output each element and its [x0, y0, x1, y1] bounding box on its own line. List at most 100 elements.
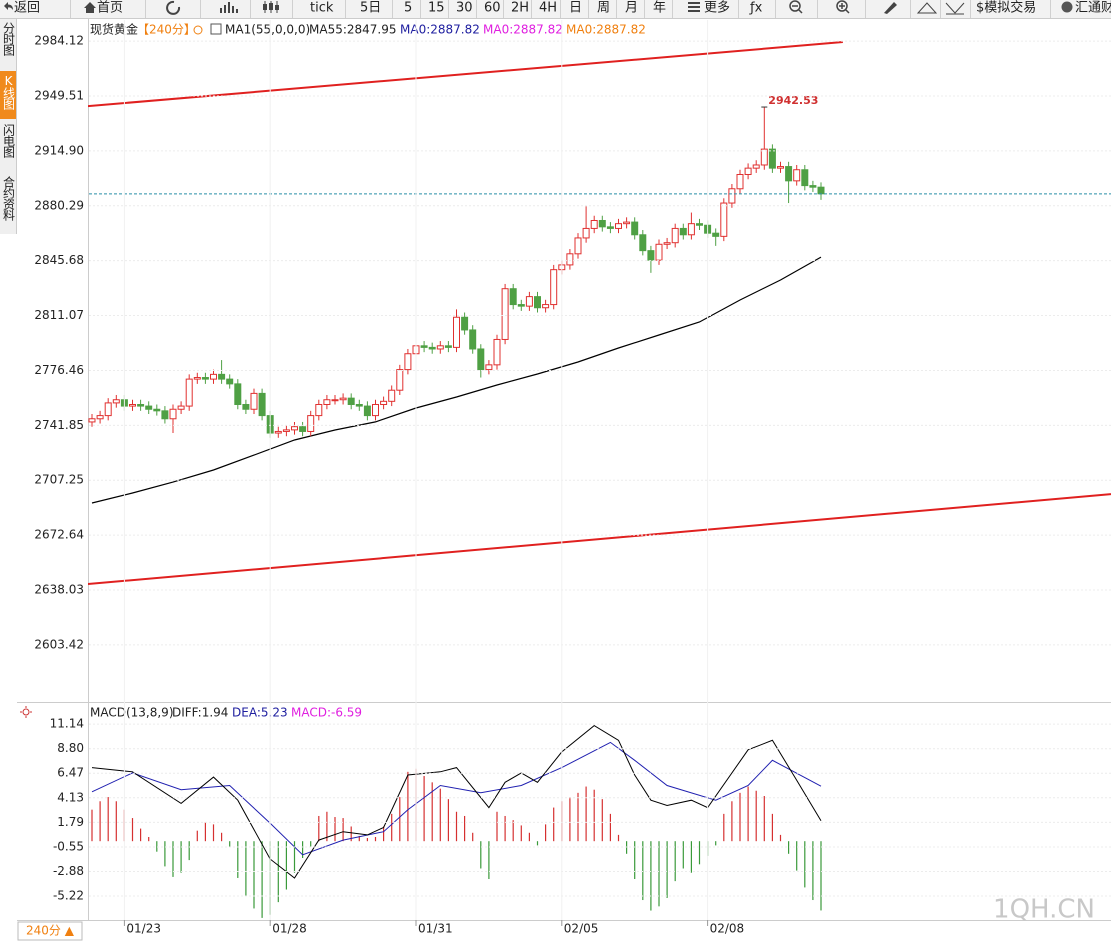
sidebar-tab[interactable]: 合约资料	[2, 175, 16, 221]
candle-body	[574, 237, 582, 255]
legend-entry: MA0:2887.82	[483, 23, 563, 37]
watermark: 1QH.CN	[993, 895, 1095, 925]
candle-body	[315, 403, 323, 417]
x-tick-label: 01/23	[126, 922, 161, 936]
candle-body	[396, 369, 404, 391]
candle-body	[226, 378, 234, 385]
toolbar-button[interactable]: 5日	[360, 1, 381, 16]
y-tick-label: 11.14	[50, 717, 84, 731]
toolbar-button[interactable]: 4H	[539, 1, 557, 16]
candle-body	[420, 345, 428, 348]
toolbar-button[interactable]: 60	[484, 1, 501, 16]
candle-body	[809, 185, 817, 188]
candle-body	[234, 383, 242, 405]
toolbar-button[interactable]: 2H	[511, 1, 529, 16]
candle-body	[720, 202, 728, 237]
brand-icon	[1061, 1, 1073, 13]
candle-body	[687, 223, 695, 236]
back-icon	[4, 2, 13, 10]
candle-body	[388, 389, 396, 402]
candle-body	[177, 405, 185, 410]
candle-body	[623, 221, 631, 225]
candle-body	[655, 243, 663, 261]
candle-body	[461, 316, 469, 331]
toolbar-button[interactable]: 月	[625, 1, 638, 16]
candle-body	[355, 403, 363, 407]
pen-icon	[884, 2, 897, 14]
period-tab-label[interactable]: 240分 ▲	[26, 924, 75, 938]
indicator-icon	[22, 708, 30, 716]
zoom-in-icon	[836, 0, 848, 12]
candle-body	[153, 408, 161, 412]
indicator-icon	[20, 706, 32, 718]
candle-body	[534, 296, 541, 309]
candle-body	[274, 430, 282, 434]
ma-line	[91, 256, 822, 504]
toolbar	[0, 0, 1111, 18]
sidebar-tab[interactable]: 闪电图	[2, 124, 16, 158]
candle-body	[671, 227, 679, 244]
legend-entry: MA55:2847.95	[309, 23, 397, 37]
candle-icon	[275, 5, 279, 10]
toolbar-button[interactable]: 周	[597, 1, 610, 16]
y-tick-label: -2.88	[53, 864, 84, 878]
shape-icon	[916, 2, 938, 14]
x-tick-label: 01/31	[418, 922, 453, 936]
candle-body	[542, 304, 550, 309]
candle-body	[104, 402, 112, 417]
toolbar-button[interactable]: 15	[428, 1, 445, 16]
candle-body	[363, 405, 371, 417]
candle-body	[242, 403, 250, 410]
y-tick-label: 2811.07	[34, 308, 84, 322]
sidebar-tab[interactable]: 分时图	[2, 22, 16, 56]
candle-body	[606, 226, 614, 229]
trend-line	[88, 41, 843, 108]
toolbar-button[interactable]: 更多	[704, 0, 730, 16]
candle-body	[145, 405, 153, 410]
zoom-out-icon	[789, 0, 801, 12]
candle-body	[550, 269, 558, 306]
toolbar-button[interactable]: 年	[653, 1, 666, 16]
y-tick-label: 2638.03	[34, 583, 84, 597]
period-tab[interactable]	[17, 921, 83, 941]
candle-body	[88, 418, 96, 423]
candle-body	[193, 377, 201, 380]
zoom-in-icon	[839, 3, 850, 14]
toolbar-button[interactable]: 5	[404, 1, 412, 16]
candle-body	[801, 169, 809, 187]
y-tick-label: 2672.64	[34, 528, 84, 542]
y-tick-label: 2776.46	[34, 363, 84, 377]
candle-body	[129, 403, 136, 407]
toolbar-button[interactable]: 首页	[97, 1, 123, 16]
ma-icon	[210, 23, 222, 35]
candle-body	[485, 364, 493, 371]
toolbar-button[interactable]: $模拟交易	[976, 0, 1036, 16]
toolbar-button[interactable]: 汇通财	[1075, 1, 1111, 16]
chart-icon	[220, 2, 238, 13]
sidebar-tab[interactable]: K线图	[2, 74, 16, 110]
candle-body	[744, 167, 752, 175]
candle-body	[501, 288, 509, 340]
candle-body	[777, 166, 784, 169]
diff-line	[91, 724, 822, 879]
y-tick-label: 2984.12	[34, 34, 84, 48]
y-tick-label: 4.13	[57, 790, 84, 804]
y-tick-label: 2914.90	[34, 143, 84, 157]
candle-body	[631, 221, 639, 236]
candle-body	[647, 250, 655, 261]
y-tick-label: 2741.85	[34, 418, 84, 432]
y-tick-label: -5.22	[53, 889, 84, 903]
zoom-out-icon	[792, 5, 803, 14]
toolbar-button[interactable]: 30	[456, 1, 473, 16]
candle-body	[218, 373, 226, 380]
toolbar-button[interactable]: 返回	[14, 1, 40, 16]
x-tick-label: 02/08	[710, 922, 745, 936]
refresh-icon	[166, 0, 181, 15]
toolbar-button[interactable]: 日	[569, 1, 582, 16]
toolbar-button[interactable]: tick	[310, 1, 334, 16]
toolbar-button[interactable]: ƒx	[749, 1, 763, 16]
y-tick-label: 1.79	[57, 815, 84, 829]
candle-body	[525, 296, 533, 307]
